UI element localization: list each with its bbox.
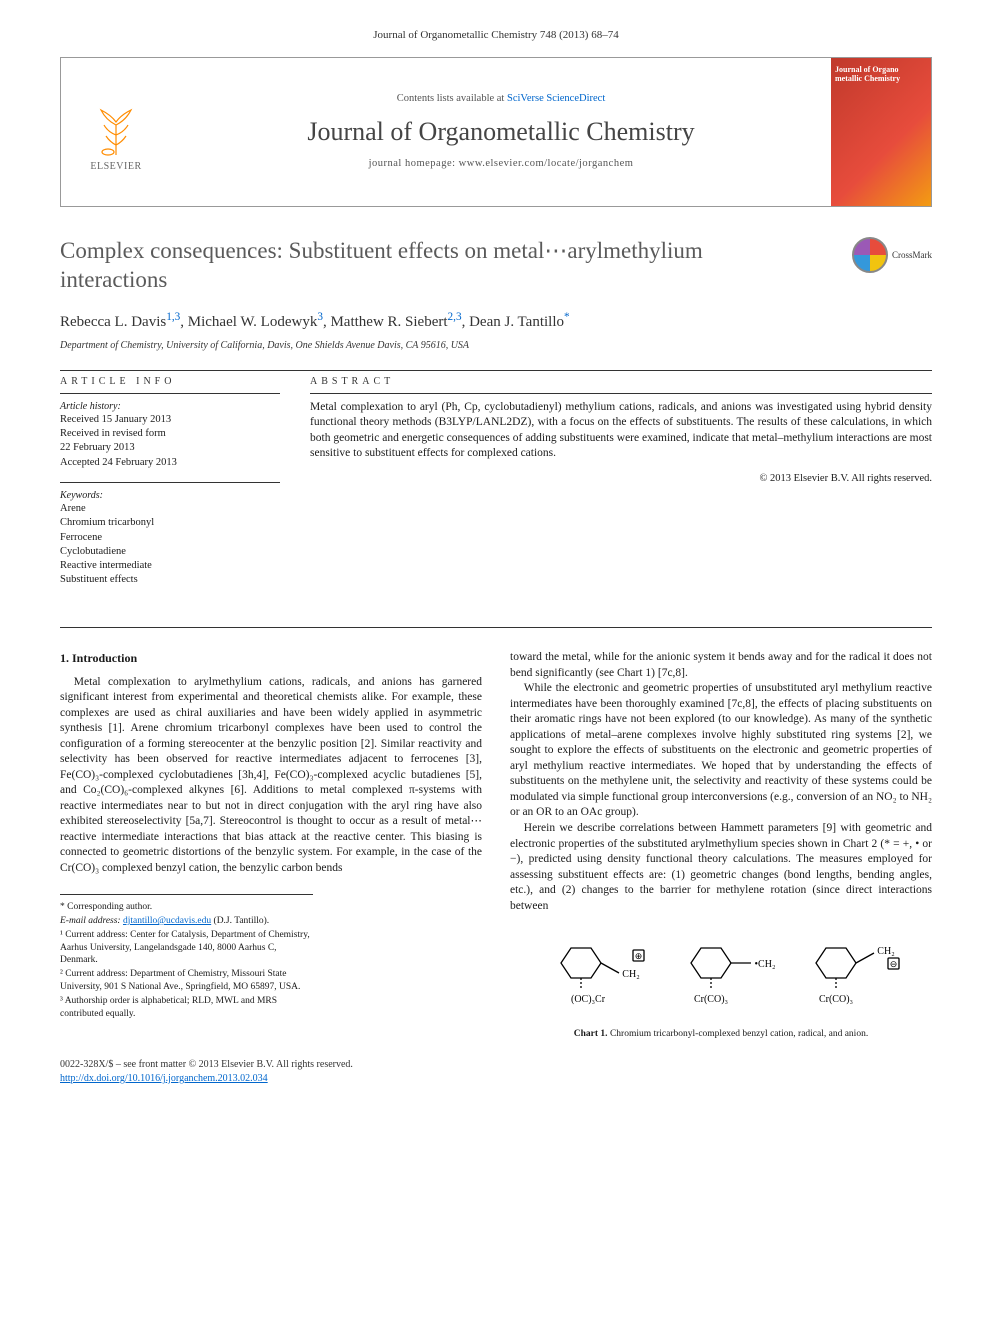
svg-text:Cr(CO)₃: Cr(CO)₃ [694, 994, 728, 1005]
history-label: Article history: [60, 400, 280, 414]
homepage-url: www.elsevier.com/locate/jorganchem [459, 158, 634, 169]
crossmark-icon [852, 237, 888, 273]
journal-homepage-line: journal homepage: www.elsevier.com/locat… [369, 157, 634, 171]
history-line: Received in revised form [60, 427, 280, 441]
svg-text:Cr(CO)₃: Cr(CO)₃ [819, 994, 853, 1005]
paragraph: While the electronic and geometric prope… [510, 681, 932, 821]
keyword: Chromium tricarbonyl [60, 516, 280, 530]
history-line: Accepted 24 February 2013 [60, 456, 280, 470]
journal-header: ELSEVIER Contents lists available at Sci… [60, 57, 932, 207]
article-title: Complex consequences: Substituent effect… [60, 237, 790, 295]
article-info-column: ARTICLE INFO Article history: Received 1… [60, 375, 280, 599]
contents-available-line: Contents lists available at SciVerse Sci… [397, 92, 605, 106]
svg-text:(OC)₃Cr: (OC)₃Cr [571, 994, 606, 1005]
keyword: Reactive intermediate [60, 559, 280, 573]
author: Dean J. Tantillo* [469, 314, 570, 330]
homepage-prefix: journal homepage: [369, 158, 459, 169]
keyword: Arene [60, 502, 280, 516]
elsevier-logo: ELSEVIER [61, 58, 171, 206]
history-line: 22 February 2013 [60, 441, 280, 455]
svg-text:CH₂: CH₂ [877, 946, 894, 957]
cover-title-text: Journal of Organo metallic Chemistry [835, 66, 927, 84]
section-heading: 1. Introduction [60, 650, 482, 666]
elsevier-tree-icon [86, 90, 146, 160]
rule [310, 393, 932, 394]
crossmark-badge[interactable]: CrossMark [852, 237, 932, 273]
chart-1-caption: Chart 1. Chromium tricarbonyl-complexed … [510, 1028, 932, 1041]
running-citation: Journal of Organometallic Chemistry 748 … [60, 28, 932, 43]
author: Rebecca L. Davis1,3 [60, 314, 180, 330]
chart-1-figure: CH₂ ⊕ (OC)₃Cr •CH₂ Cr(CO)₃ [510, 928, 932, 1040]
paragraph: toward the metal, while for the anionic … [510, 650, 932, 681]
chart-1-svg: CH₂ ⊕ (OC)₃Cr •CH₂ Cr(CO)₃ [531, 928, 911, 1018]
paragraph: Metal complexation to arylmethylium cati… [60, 675, 482, 877]
issn-line: 0022-328X/$ – see front matter © 2013 El… [60, 1058, 932, 1072]
author: Michael W. Lodewyk3 [188, 314, 323, 330]
author-list: Rebecca L. Davis1,3, Michael W. Lodewyk3… [60, 310, 932, 332]
crossmark-label: CrossMark [892, 249, 932, 261]
journal-title: Journal of Organometallic Chemistry [307, 114, 694, 149]
footnote: ³ Authorship order is alphabetical; RLD,… [60, 995, 313, 1021]
footnote: ² Current address: Department of Chemist… [60, 968, 313, 994]
abstract-heading: ABSTRACT [310, 375, 932, 389]
history-line: Received 15 January 2013 [60, 413, 280, 427]
keywords-label: Keywords: [60, 489, 280, 503]
rule [60, 393, 280, 394]
keyword: Cyclobutadiene [60, 545, 280, 559]
abstract-text: Metal complexation to aryl (Ph, Cp, cycl… [310, 400, 932, 462]
footer-issn-doi: 0022-328X/$ – see front matter © 2013 El… [60, 1058, 932, 1085]
abstract-copyright: © 2013 Elsevier B.V. All rights reserved… [310, 472, 932, 486]
doi-link[interactable]: http://dx.doi.org/10.1016/j.jorganchem.2… [60, 1073, 268, 1084]
svg-text:CH₂: CH₂ [622, 969, 639, 980]
keyword: Ferrocene [60, 531, 280, 545]
sciencedirect-link[interactable]: SciVerse ScienceDirect [507, 93, 605, 104]
journal-cover-thumbnail: Journal of Organo metallic Chemistry [831, 58, 931, 206]
paragraph: Herein we describe correlations between … [510, 821, 932, 914]
author: Matthew R. Siebert2,3 [330, 314, 461, 330]
svg-text:•CH₂: •CH₂ [755, 959, 776, 970]
elsevier-label: ELSEVIER [90, 160, 141, 174]
footnote-corr: * Corresponding author. [60, 901, 313, 914]
rule [60, 370, 932, 371]
abstract-column: ABSTRACT Metal complexation to aryl (Ph,… [310, 375, 932, 599]
rule [60, 627, 932, 628]
article-info-heading: ARTICLE INFO [60, 375, 280, 389]
svg-text:⊖: ⊖ [890, 959, 898, 969]
email-link[interactable]: djtantillo@ucdavis.edu [123, 916, 211, 926]
body-text: 1. Introduction Metal complexation to ar… [60, 650, 932, 1040]
rule [60, 482, 280, 483]
keyword: Substituent effects [60, 573, 280, 587]
contents-prefix: Contents lists available at [397, 93, 507, 104]
affiliation: Department of Chemistry, University of C… [60, 339, 932, 353]
header-center: Contents lists available at SciVerse Sci… [171, 58, 831, 206]
footnote: ¹ Current address: Center for Catalysis,… [60, 929, 313, 967]
footnotes: * Corresponding author. E-mail address: … [60, 894, 313, 1020]
svg-text:⊕: ⊕ [635, 951, 643, 961]
footnote-email: E-mail address: djtantillo@ucdavis.edu (… [60, 915, 313, 928]
